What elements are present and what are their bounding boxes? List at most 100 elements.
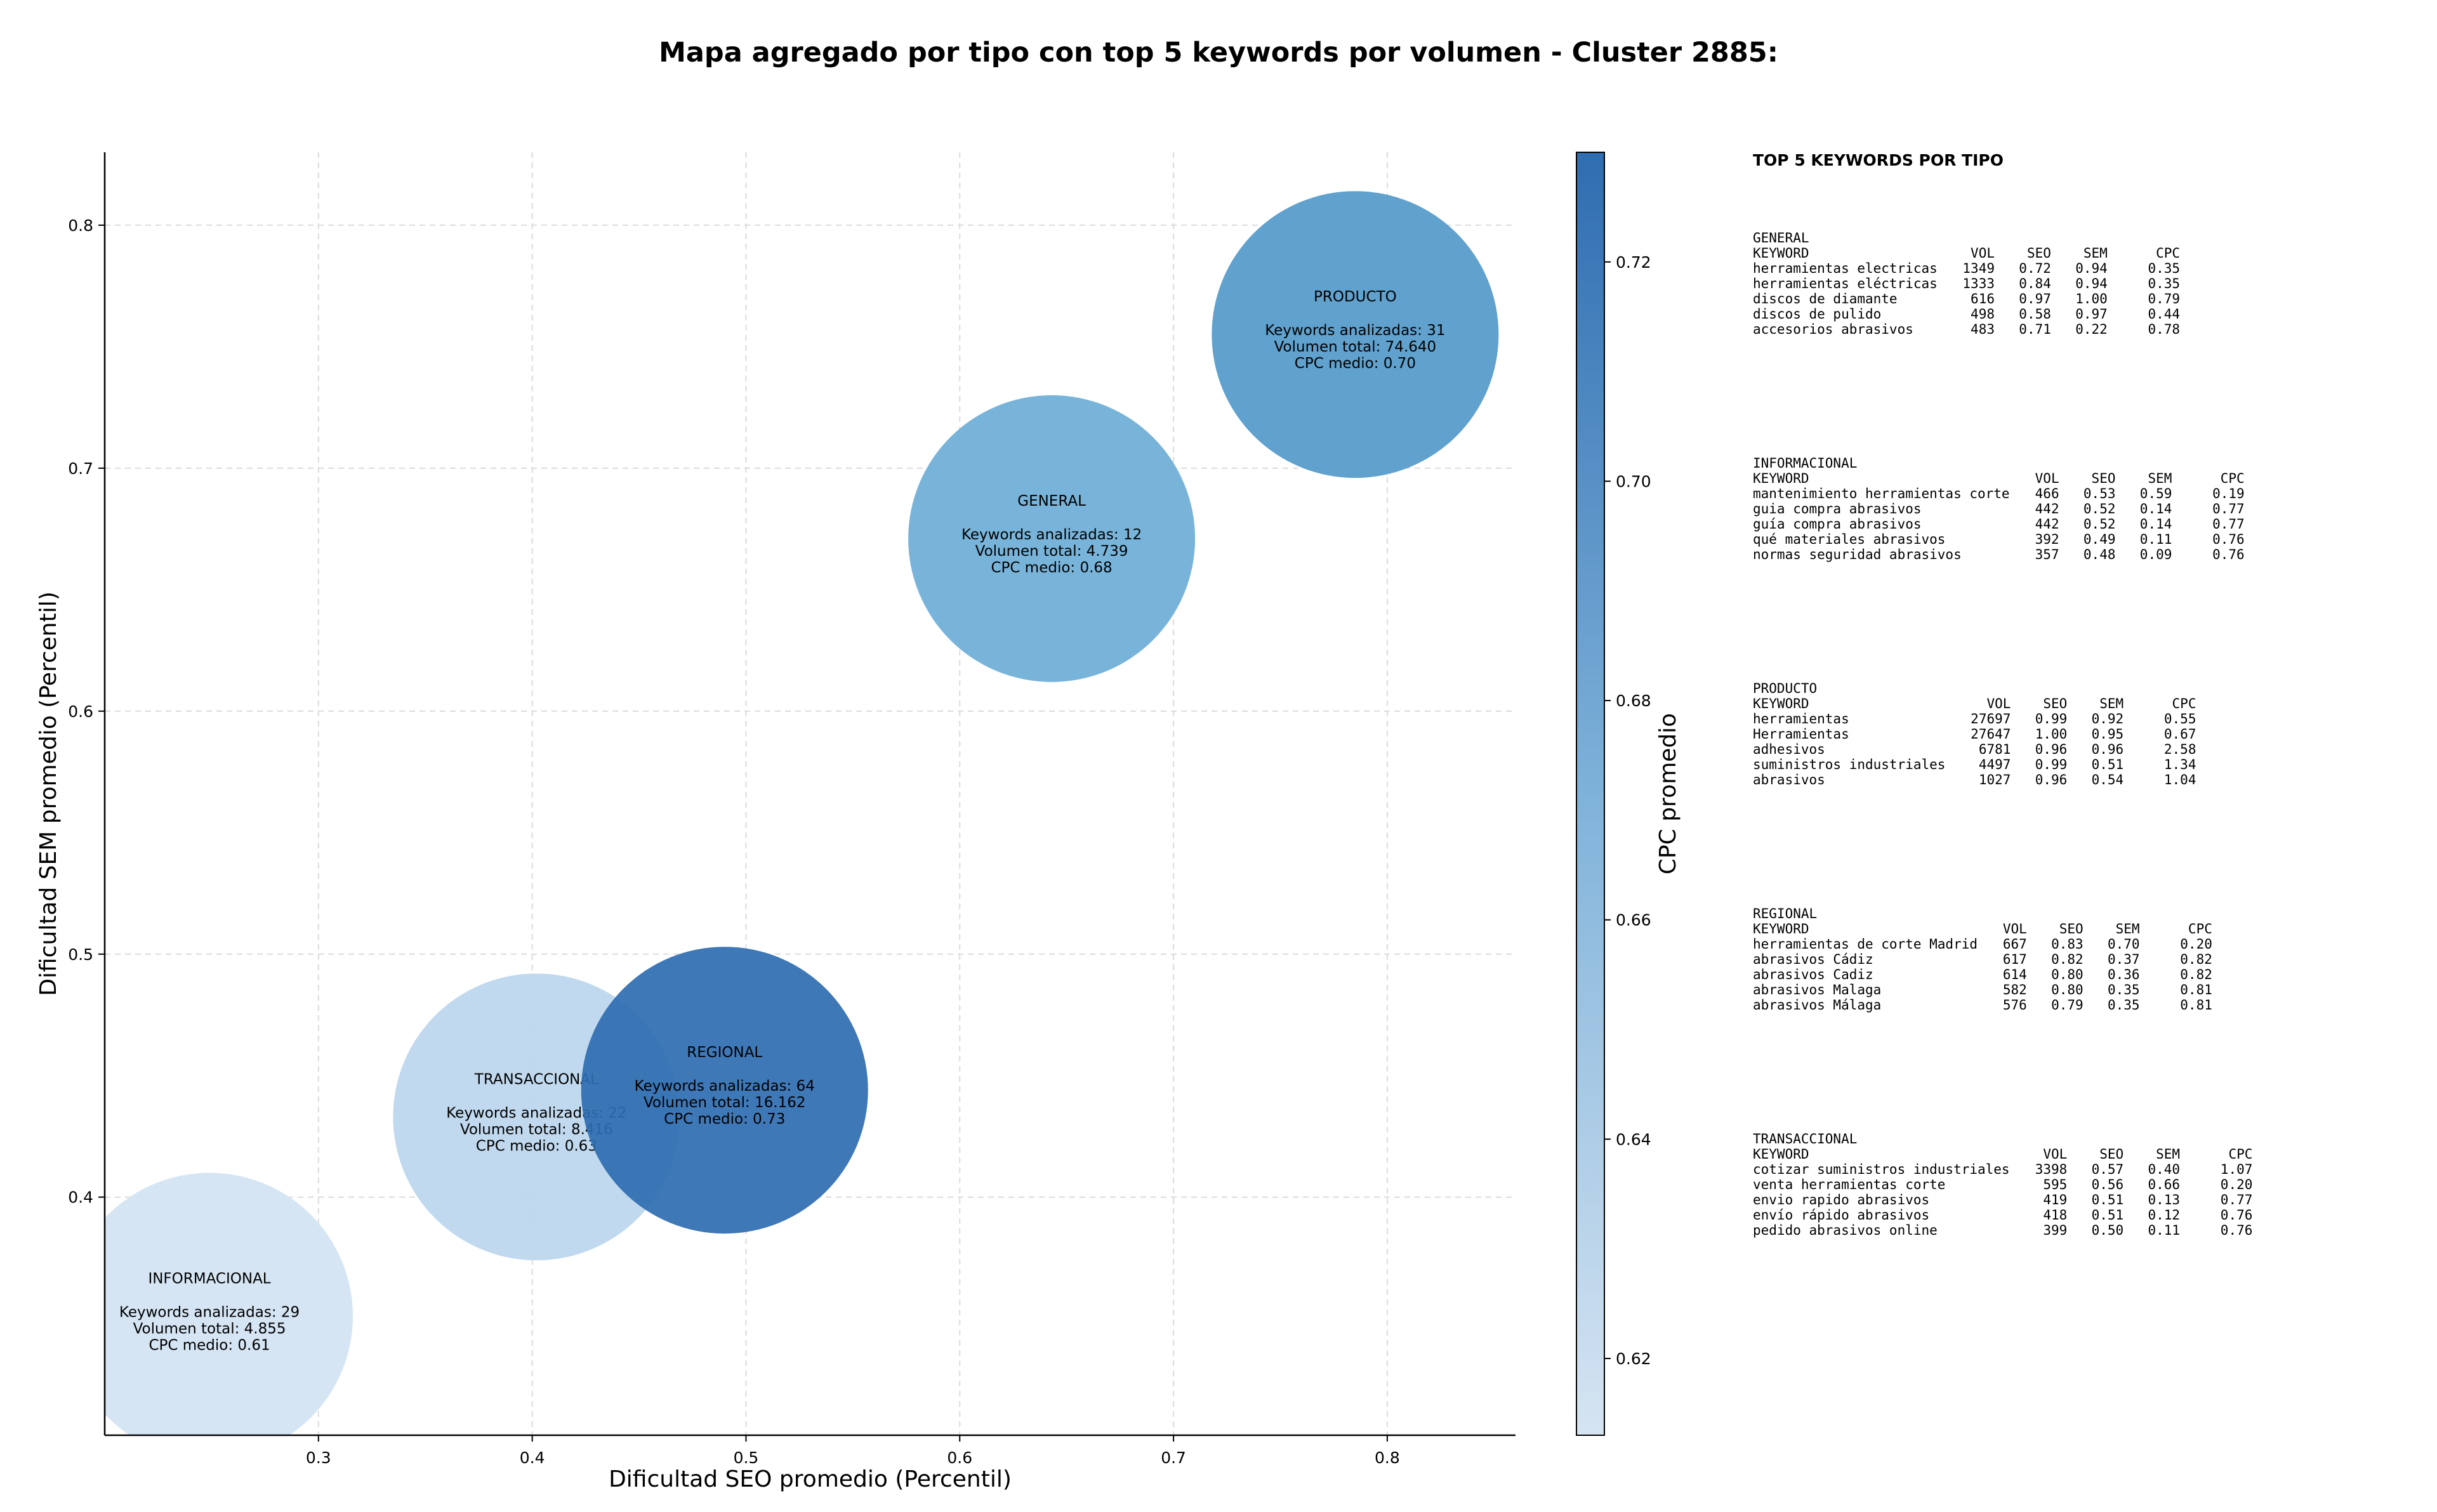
bubble-circle xyxy=(1212,191,1499,478)
bubble-label: INFORMACIONAL xyxy=(148,1270,270,1287)
keyword-cell: 27647 xyxy=(1971,726,2011,742)
keyword-cell: 0.12 xyxy=(2148,1207,2181,1223)
keyword-cell: 595 xyxy=(2043,1177,2068,1192)
keyword-row: envío rápido abrasivos 418 0.51 0.12 0.76 xyxy=(1753,1207,2252,1223)
keyword-row: herramientas electricas 1349 0.72 0.94 0.35 xyxy=(1753,261,2180,276)
colorbar-label: CPC promedio xyxy=(1655,713,1681,874)
keyword-cell: SEO xyxy=(2026,246,2051,261)
grid xyxy=(105,152,1516,1435)
keyword-cell: 0.92 xyxy=(2091,711,2124,726)
keyword-cell: SEO xyxy=(2091,471,2116,486)
keyword-cell: 576 xyxy=(2002,997,2027,1013)
keyword-cell: 0.78 xyxy=(2148,322,2181,337)
keyword-cell: 0.79 xyxy=(2148,291,2181,306)
keyword-cell: 0.95 xyxy=(2091,726,2124,742)
keyword-cell: SEM xyxy=(2099,696,2124,711)
keyword-row: guia compra abrasivos 442 0.52 0.14 0.77 xyxy=(1753,501,2245,516)
keyword-cell: 0.76 xyxy=(2212,532,2245,547)
bubble-stat: Volumen total: 74.640 xyxy=(1274,339,1437,355)
keyword-cell: SEM xyxy=(2083,246,2108,261)
keyword-cell: 0.37 xyxy=(2107,952,2140,967)
keyword-cell: CPC xyxy=(2228,1147,2253,1162)
keyword-row: qué materiales abrasivos 392 0.49 0.11 0.76 xyxy=(1753,532,2245,547)
keywords-panel-title: TOP 5 KEYWORDS POR TIPO xyxy=(1753,151,2004,169)
keyword-row: discos de pulido 498 0.58 0.97 0.44 xyxy=(1753,306,2180,322)
keyword-cell: KEYWORD xyxy=(1753,471,1809,486)
keyword-cell: 0.35 xyxy=(2148,276,2181,291)
keyword-cell: pedido abrasivos online xyxy=(1753,1223,1938,1238)
y-tick-label: 0.8 xyxy=(68,216,93,235)
keyword-cell: 1.07 xyxy=(2220,1162,2253,1177)
keyword-cell: 0.67 xyxy=(2163,726,2196,742)
keyword-cell: 617 xyxy=(2002,952,2027,967)
keyword-cell: 357 xyxy=(2035,547,2059,562)
keyword-cell: 1.00 xyxy=(2035,726,2068,742)
keyword-cell: 0.94 xyxy=(2075,261,2108,276)
keyword-cell: 0.35 xyxy=(2107,982,2140,997)
keyword-cell: 0.96 xyxy=(2035,742,2068,757)
keyword-cell: 419 xyxy=(2043,1192,2068,1207)
bubble-stat: Volumen total: 4.739 xyxy=(975,543,1128,560)
keyword-cell: venta herramientas corte xyxy=(1753,1177,1946,1192)
keyword-row: cotizar suministros industriales 3398 0.57… xyxy=(1753,1162,2252,1177)
keyword-cell: 0.82 xyxy=(2180,952,2212,967)
keyword-cell: 0.53 xyxy=(2083,486,2116,501)
keyword-cell: KEYWORD xyxy=(1753,921,1809,937)
keyword-cell: 0.14 xyxy=(2139,501,2172,516)
keyword-group-general: GENERAL KEYWORD VOL SEO SEM CPC herramientas e… xyxy=(1753,230,2180,337)
keyword-cell: 614 xyxy=(2002,967,2027,982)
keyword-cell: VOL xyxy=(1971,246,1995,261)
keyword-cell: 27697 xyxy=(1971,711,2011,726)
keyword-cell: 0.80 xyxy=(2051,967,2084,982)
keyword-cell: CPC xyxy=(2172,696,2196,711)
bubble-label: REGIONAL xyxy=(687,1044,762,1061)
keyword-cell: 667 xyxy=(2002,937,2027,952)
keyword-cell: 616 xyxy=(1971,291,1995,306)
bubble-stat: Keywords analizadas: 12 xyxy=(961,527,1142,543)
bubble-circle xyxy=(105,1173,353,1435)
keyword-cell: 0.57 xyxy=(2091,1162,2124,1177)
keyword-cell: 0.77 xyxy=(2220,1192,2253,1207)
keyword-cell: herramientas eléctricas xyxy=(1753,276,1938,291)
keyword-cell: 0.77 xyxy=(2212,501,2245,516)
keyword-header-row: KEYWORD VOL SEO SEM CPC xyxy=(1753,696,2196,711)
keyword-row: abrasivos 1027 0.96 0.54 1.04 xyxy=(1753,772,2196,787)
x-tick-label: 0.3 xyxy=(306,1449,331,1467)
keyword-cell: suministros industriales xyxy=(1753,757,1946,772)
keyword-cell: 0.66 xyxy=(2148,1177,2181,1192)
keyword-cell: CPC xyxy=(2188,921,2212,937)
colorbar-tick-label: 0.62 xyxy=(1616,1350,1651,1368)
keyword-cell: SEO xyxy=(2099,1147,2124,1162)
x-axis-label: Dificultad SEO promedio (Percentil) xyxy=(609,1466,1012,1492)
y-axis-label: Dificultad SEM promedio (Percentil) xyxy=(36,591,62,996)
keyword-cell: 0.59 xyxy=(2139,486,2172,501)
keyword-cell: adhesivos xyxy=(1753,742,1825,757)
keyword-group-title: REGIONAL xyxy=(1753,906,1818,921)
keyword-cell: 0.81 xyxy=(2180,997,2212,1013)
x-tick-label: 0.5 xyxy=(734,1449,759,1467)
keyword-row: suministros industriales 4497 0.99 0.51 1.34 xyxy=(1753,757,2196,772)
keyword-cell: 1349 xyxy=(1962,261,1995,276)
keyword-cell: 0.99 xyxy=(2035,757,2068,772)
keyword-cell: 2.58 xyxy=(2163,742,2196,757)
keyword-row: abrasivos Cádiz 617 0.82 0.37 0.82 xyxy=(1753,952,2212,967)
keyword-cell: 0.82 xyxy=(2051,952,2084,967)
bubble-stat: CPC medio: 0.73 xyxy=(664,1111,785,1127)
keyword-cell: guía compra abrasivos xyxy=(1753,516,1922,532)
x-tick-label: 0.4 xyxy=(520,1449,545,1467)
bubble-stat: Keywords analizadas: 31 xyxy=(1265,322,1445,339)
keyword-cell: SEM xyxy=(2156,1147,2181,1162)
keyword-cell: VOL xyxy=(2035,471,2059,486)
keyword-row: Herramientas 27647 1.00 0.95 0.67 xyxy=(1753,726,2196,742)
keyword-cell: 0.19 xyxy=(2212,486,2245,501)
keyword-cell: 0.70 xyxy=(2107,937,2140,952)
keyword-cell: 442 xyxy=(2035,501,2059,516)
keyword-cell: 0.50 xyxy=(2091,1223,2124,1238)
keyword-cell: 0.94 xyxy=(2075,276,2108,291)
colorbar-tick-label: 0.64 xyxy=(1616,1130,1651,1148)
colorbar-tick-label: 0.66 xyxy=(1616,911,1651,930)
